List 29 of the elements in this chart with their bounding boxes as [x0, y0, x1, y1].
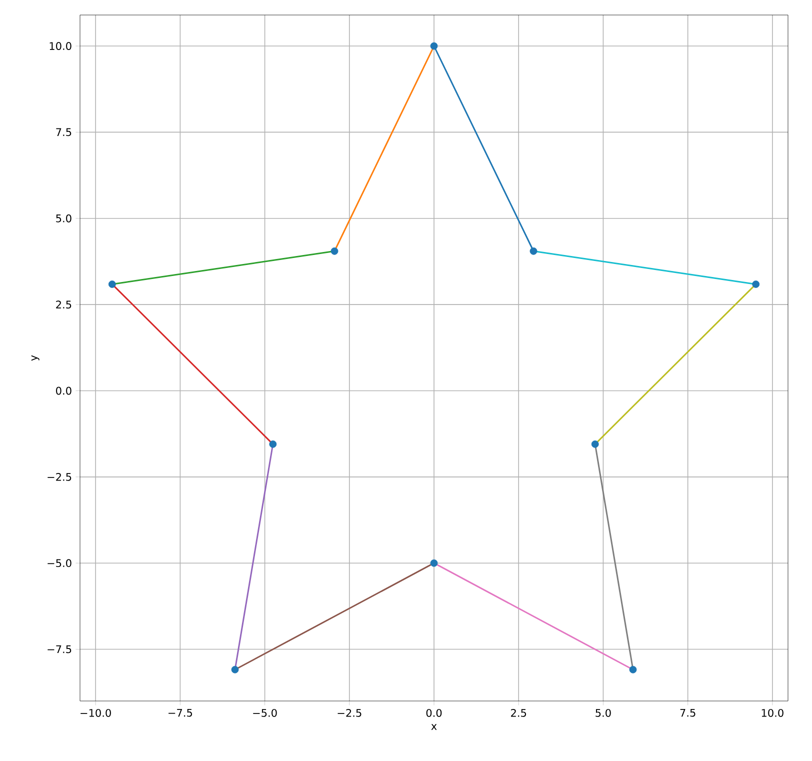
point	[530, 247, 538, 255]
point	[629, 666, 637, 674]
point	[430, 42, 438, 50]
x-tick-label: 10.0	[762, 708, 784, 717]
point	[591, 440, 599, 448]
point	[430, 559, 438, 567]
x-tick-label: −7.5	[168, 708, 192, 717]
point	[231, 666, 239, 674]
x-tick-label: −2.5	[338, 708, 362, 717]
point	[269, 440, 277, 448]
x-tick-label: 5.0	[596, 708, 611, 717]
y-tick-label: 0.0	[56, 386, 72, 395]
point	[108, 280, 116, 288]
x-tick-label: 7.5	[680, 708, 696, 717]
point	[752, 280, 760, 288]
x-tick-label: 0.0	[426, 708, 442, 717]
x-axis-title: x	[431, 724, 437, 730]
y-tick-label: 10.0	[50, 42, 72, 50]
y-tick-label: 5.0	[56, 214, 72, 222]
y-tick-label: −5.0	[48, 559, 72, 568]
x-tick-label: −10.0	[80, 708, 111, 717]
x-tick-label: 2.5	[511, 708, 526, 717]
y-tick-label: 7.5	[56, 128, 72, 136]
point	[330, 247, 338, 255]
y-tick-label: −7.5	[48, 645, 72, 654]
y-tick-label: 2.5	[56, 300, 72, 309]
y-axis-title: y	[31, 355, 40, 361]
x-tick-label: −5.0	[253, 708, 277, 717]
y-tick-label: −2.5	[48, 472, 72, 481]
